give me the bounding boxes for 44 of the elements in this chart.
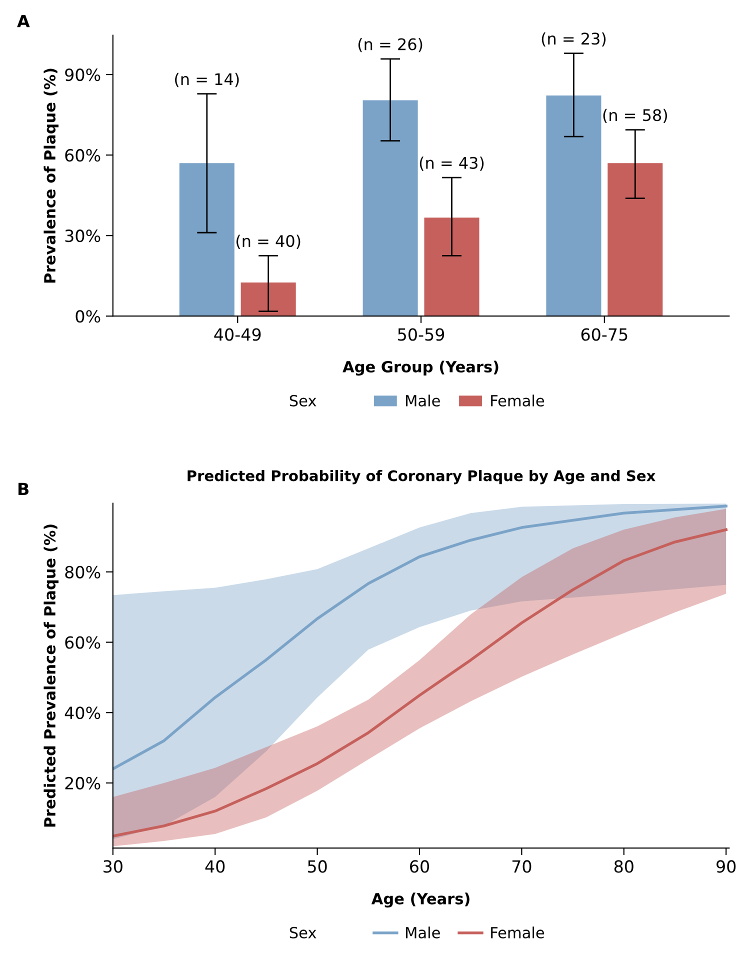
legend-label: Male bbox=[406, 926, 440, 938]
bar bbox=[240, 282, 296, 316]
y-tick-label: 20% bbox=[65, 776, 100, 790]
y-tick-label: 40% bbox=[64, 706, 100, 720]
y-axis-title: Prevalence of Plaque (%) bbox=[44, 68, 59, 283]
y-tick-label: 0% bbox=[76, 310, 100, 323]
chart-title: Predicted Probability of Coronary Plaque by Age and Sex bbox=[188, 470, 656, 484]
x-tick-label: 40-49 bbox=[214, 328, 261, 341]
text: B bbox=[18, 482, 29, 496]
x-tick-label: 50 bbox=[308, 860, 327, 873]
x-axis-title: Age Group (Years) bbox=[342, 360, 498, 376]
bar bbox=[179, 163, 234, 316]
annotation: (n = 43) bbox=[420, 156, 484, 171]
bar bbox=[362, 100, 418, 316]
annotation: (n = 40) bbox=[236, 234, 300, 249]
bar bbox=[424, 218, 480, 316]
x-tick-label: 40 bbox=[205, 860, 225, 873]
line-series bbox=[112, 504, 728, 770]
annotation: (n = 23) bbox=[542, 32, 606, 47]
x-tick-label: 60-75 bbox=[581, 328, 628, 341]
x-axis-title: Age (Years) bbox=[371, 892, 470, 908]
x-tick-label: 50-59 bbox=[398, 328, 444, 341]
y-tick-label: 30% bbox=[65, 230, 100, 242]
y-tick-label: 60% bbox=[65, 149, 100, 162]
text: A bbox=[17, 14, 30, 28]
legend-label: Female bbox=[491, 926, 544, 938]
x-tick-label: 30 bbox=[104, 860, 122, 873]
annotation: (n = 14) bbox=[175, 72, 239, 88]
annotation: (n = 26) bbox=[358, 38, 422, 52]
legend-title: Sex bbox=[290, 394, 316, 406]
bar bbox=[608, 163, 663, 316]
x-tick-label: 70 bbox=[512, 860, 532, 873]
y-tick-label: 90% bbox=[65, 68, 100, 82]
y-axis-title: Predicted Prevalence of Plaque (%) bbox=[44, 524, 59, 827]
annotation: (n = 58) bbox=[603, 108, 667, 124]
bar bbox=[546, 95, 602, 316]
legend-label: Male bbox=[406, 394, 440, 406]
x-tick-label: 90 bbox=[716, 860, 736, 873]
legend-label: Female bbox=[491, 394, 544, 406]
y-tick-label: 60% bbox=[65, 636, 100, 649]
x-tick-label: 80 bbox=[614, 860, 634, 873]
x-tick-label: 60 bbox=[410, 860, 429, 873]
legend-title: Sex bbox=[290, 926, 316, 938]
y-tick-label: 80% bbox=[65, 566, 100, 578]
